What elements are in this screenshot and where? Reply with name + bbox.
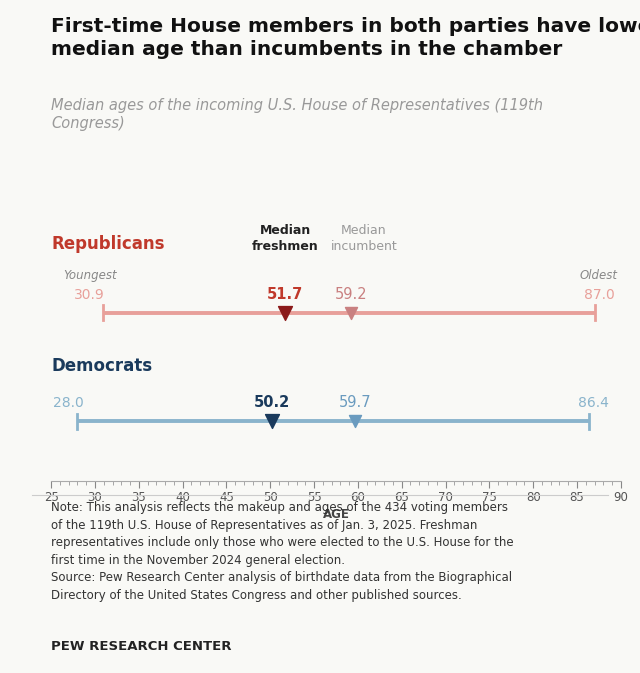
Text: Note: This analysis reflects the makeup and ages of the 434 voting members
of th: Note: This analysis reflects the makeup … xyxy=(51,501,514,602)
Text: Youngest: Youngest xyxy=(63,269,116,282)
Point xyxy=(280,307,291,318)
Text: 30.9: 30.9 xyxy=(74,287,105,302)
Text: 51.7: 51.7 xyxy=(267,287,303,302)
Text: First-time House members in both parties have lower
median age than incumbents i: First-time House members in both parties… xyxy=(51,17,640,59)
Text: Republicans: Republicans xyxy=(51,235,164,252)
Text: 28.0: 28.0 xyxy=(53,396,84,411)
Text: Median
freshmen: Median freshmen xyxy=(252,223,319,252)
Text: 86.4: 86.4 xyxy=(578,396,609,411)
Text: 59.2: 59.2 xyxy=(335,287,367,302)
Point xyxy=(267,416,277,427)
Point xyxy=(346,307,356,318)
Text: Democrats: Democrats xyxy=(51,357,152,375)
Text: 59.7: 59.7 xyxy=(339,396,372,411)
Text: Median
incumbent: Median incumbent xyxy=(331,223,397,252)
Point xyxy=(350,416,360,427)
Text: 50.2: 50.2 xyxy=(254,396,290,411)
Text: Oldest: Oldest xyxy=(580,269,618,282)
Text: Median ages of the incoming U.S. House of Representatives (119th
Congress): Median ages of the incoming U.S. House o… xyxy=(51,98,543,131)
X-axis label: AGE: AGE xyxy=(323,508,349,521)
Text: 87.0: 87.0 xyxy=(584,287,614,302)
Text: PEW RESEARCH CENTER: PEW RESEARCH CENTER xyxy=(51,640,232,653)
